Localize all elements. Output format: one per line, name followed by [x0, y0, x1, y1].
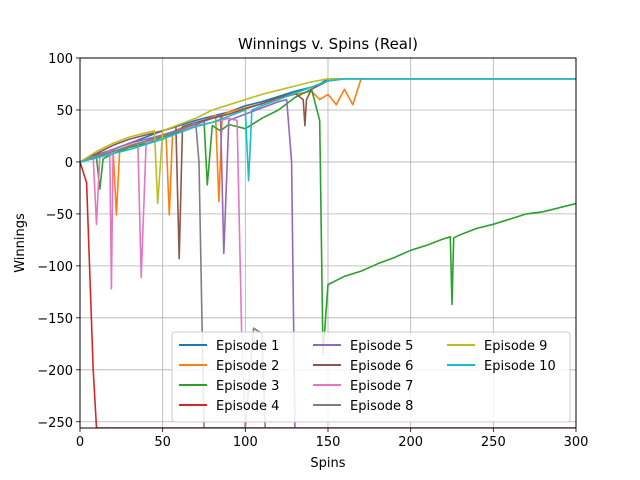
y-tick-label: −50: [46, 208, 73, 223]
y-tick-label: −200: [37, 364, 73, 379]
legend-label: Episode 7: [350, 379, 413, 394]
y-tick-label: 50: [56, 104, 73, 119]
x-tick-label: 300: [564, 435, 589, 450]
y-tick-label: −250: [37, 416, 73, 431]
x-tick-label: 200: [398, 435, 423, 450]
legend-label: Episode 1: [216, 339, 279, 354]
series-line-episode-3: [80, 88, 576, 356]
legend-label: Episode 5: [350, 339, 413, 354]
x-axis-label: Spins: [310, 456, 345, 471]
series-group: [80, 78, 576, 428]
y-tick-label: −150: [37, 312, 73, 327]
legend-box: [171, 331, 571, 423]
x-tick-label: 0: [76, 435, 84, 450]
legend: Episode 1 Episode 2 Episode 3 Episode 4 Epis…: [171, 331, 571, 423]
y-axis-label: Winnings: [13, 213, 28, 273]
series-line-episode-10: [80, 78, 576, 182]
y-tick-label: 0: [65, 156, 73, 171]
x-tick-label: 50: [154, 435, 171, 450]
series-line-episode-4: [80, 161, 576, 428]
legend-label: Episode 3: [216, 379, 279, 394]
y-tick-label: −100: [37, 260, 73, 275]
y-axis: 100 50 0 −50 −100 −150 −200 −250: [37, 52, 80, 431]
series-line-episode-9: [80, 78, 576, 205]
legend-label: Episode 4: [216, 399, 279, 414]
series-line-episode-6: [80, 78, 576, 260]
legend-label: Episode 9: [484, 339, 547, 354]
x-axis: 0 50 100 150 200 250 300: [76, 428, 589, 450]
x-tick-label: 250: [481, 435, 506, 450]
legend-label: Episode 10: [484, 359, 556, 374]
x-tick-label: 100: [233, 435, 258, 450]
y-tick-label: 100: [48, 52, 73, 67]
x-tick-label: 150: [316, 435, 341, 450]
legend-label: Episode 8: [350, 399, 413, 414]
legend-label: Episode 6: [350, 359, 413, 374]
legend-label: Episode 2: [216, 359, 279, 374]
chart-title: Winnings v. Spins (Real): [238, 35, 418, 53]
